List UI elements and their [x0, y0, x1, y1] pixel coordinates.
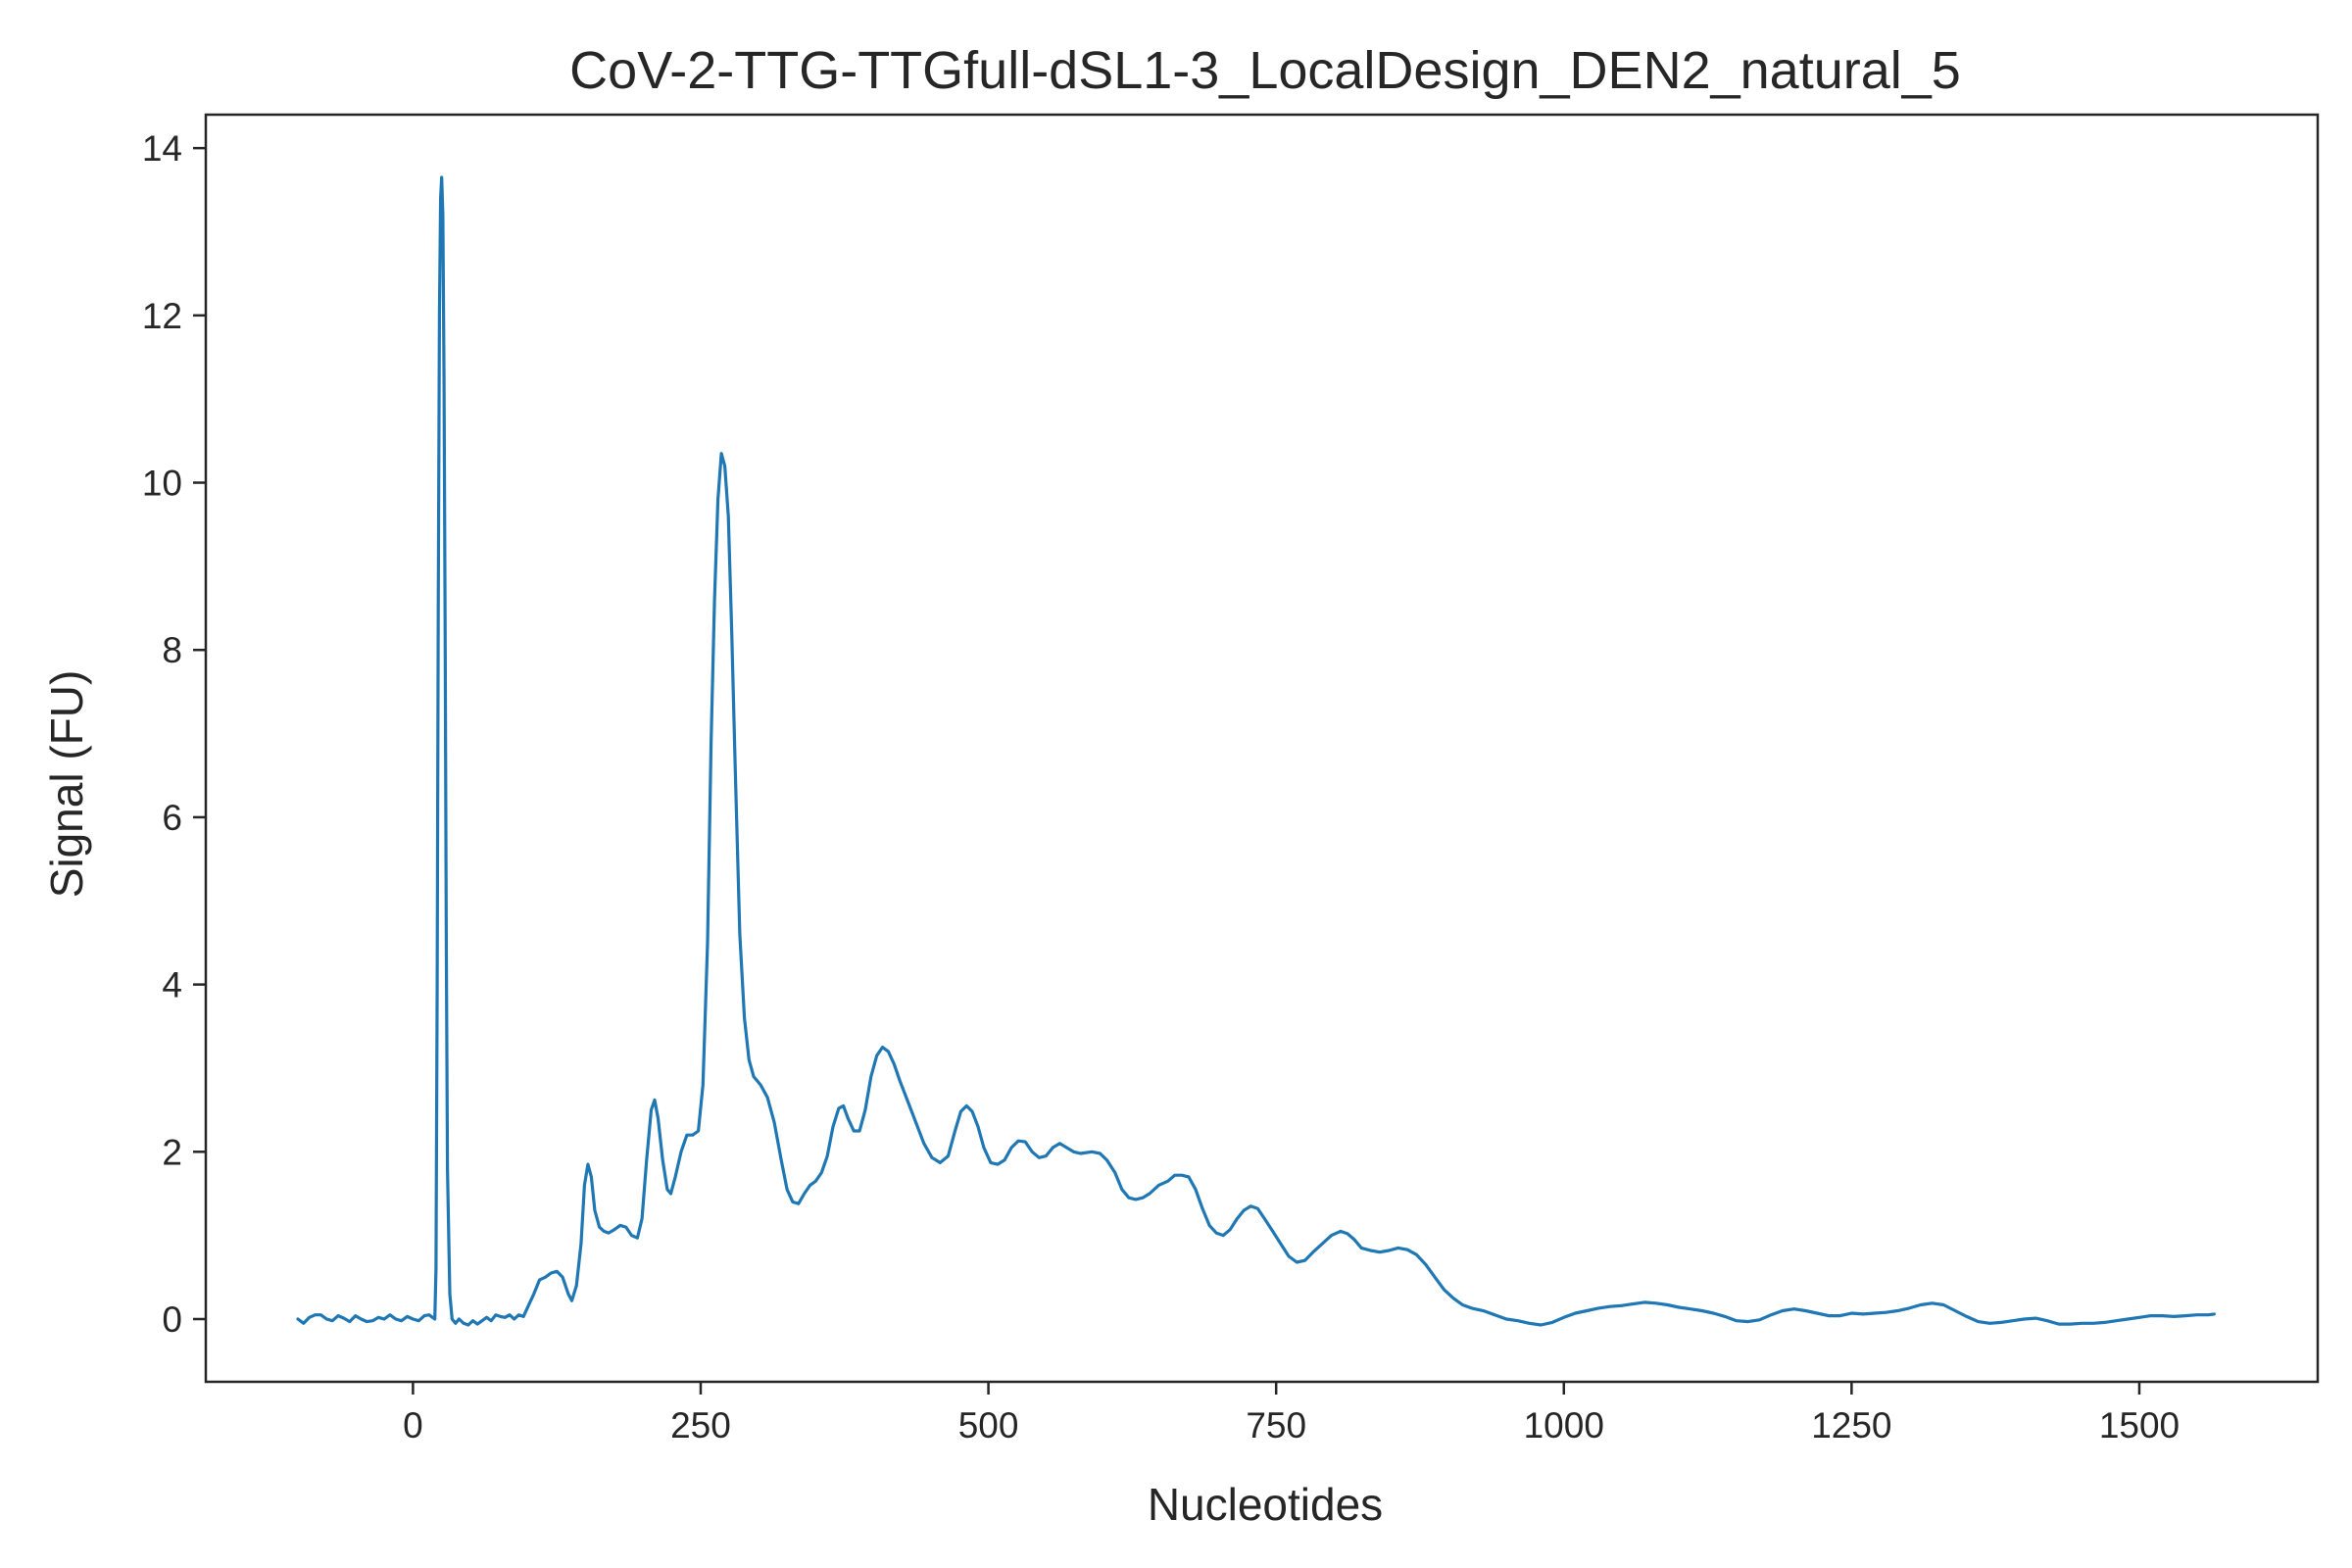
y-tick-label: 10 — [142, 464, 182, 504]
plot-frame — [204, 113, 2320, 1384]
y-tick-label: 6 — [162, 798, 182, 838]
y-tick-label: 8 — [162, 630, 182, 670]
x-tick-label: 500 — [958, 1405, 1019, 1446]
x-tick-label: 0 — [403, 1405, 423, 1446]
y-axis-label: Signal (FU) — [41, 670, 92, 899]
x-tick-label: 250 — [670, 1405, 731, 1446]
ticks: 0 250 500 750 1000 1250 1500 0 2 4 6 8 10 12 14 — [142, 128, 2180, 1446]
x-tick-label: 1500 — [2099, 1405, 2180, 1446]
x-axis-label: Nucleotides — [1148, 1479, 1383, 1530]
y-tick-label: 2 — [162, 1132, 182, 1172]
x-tick-label: 1000 — [1524, 1405, 1604, 1446]
x-tick-label: 1250 — [1811, 1405, 1891, 1446]
y-tick-label: 0 — [162, 1299, 182, 1340]
series-line — [296, 175, 2216, 1327]
chart-title: CoV-2-TTG-TTGfull-dSL1-3_LocalDesign_DEN… — [569, 41, 1961, 100]
x-tick-label: 750 — [1246, 1405, 1306, 1446]
y-tick-label: 4 — [162, 965, 182, 1005]
y-tick-label: 14 — [142, 128, 182, 169]
y-tick-label: 12 — [142, 296, 182, 336]
